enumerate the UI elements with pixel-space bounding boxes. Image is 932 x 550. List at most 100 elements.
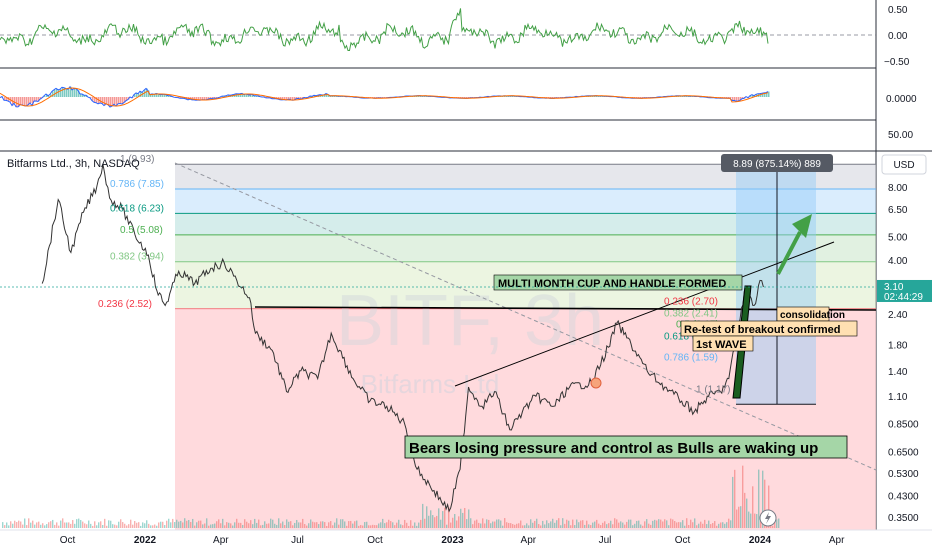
- volume-bar: [706, 524, 708, 528]
- volume-bar: [632, 525, 634, 528]
- histogram-bar: [20, 97, 22, 105]
- volume-bar: [772, 525, 774, 528]
- histogram-bar: [294, 97, 296, 101]
- histogram-bar: [276, 97, 278, 99]
- histogram-bar: [326, 93, 328, 97]
- volume-bar: [48, 522, 50, 528]
- volume-bar: [562, 518, 564, 528]
- volume-bar: [180, 520, 182, 528]
- histogram-bar: [38, 97, 40, 102]
- volume-bar: [728, 518, 730, 528]
- volume-bar: [654, 519, 656, 528]
- volume-bar: [80, 520, 82, 528]
- volume-bar: [392, 522, 394, 528]
- volume-bar: [204, 523, 206, 528]
- price-tick: 6.50: [888, 205, 908, 216]
- volume-bar: [172, 518, 174, 528]
- volume-bar: [272, 519, 274, 528]
- histogram-bar: [138, 93, 140, 97]
- histogram-bar: [148, 90, 150, 97]
- histogram-bar: [742, 97, 744, 99]
- histogram-bar: [48, 95, 50, 97]
- time-tick: Jul: [291, 535, 304, 546]
- histogram-bar: [106, 97, 108, 104]
- volume-bar: [476, 519, 478, 528]
- volume-bar: [92, 525, 94, 528]
- volume-bar: [596, 519, 598, 528]
- volume-bar: [78, 518, 80, 528]
- currency-box[interactable]: [881, 154, 927, 175]
- histogram-bar: [292, 97, 294, 101]
- histogram-bar: [202, 97, 204, 100]
- volume-bar: [144, 523, 146, 528]
- volume-bar: [524, 525, 526, 528]
- osc3-tick: 50.00: [888, 130, 913, 141]
- volume-bar: [762, 470, 764, 528]
- volume-bar: [36, 522, 38, 528]
- volume-bar: [688, 525, 690, 528]
- histogram-bar: [332, 95, 334, 97]
- volume-bar: [110, 520, 112, 528]
- fib-zone: [175, 234, 876, 262]
- volume-bar: [316, 522, 318, 528]
- fib-zones: [175, 163, 876, 530]
- histogram-bar: [68, 89, 70, 97]
- volume-bar: [258, 519, 260, 528]
- time-tick: Oct: [60, 535, 76, 546]
- volume-bar: [132, 524, 134, 528]
- histogram-bar: [116, 97, 118, 106]
- annotation-cup-handle: MULTI MONTH CUP AND HANDLE FORMED: [498, 278, 726, 290]
- volume-bar: [320, 521, 322, 528]
- histogram-bar: [466, 97, 468, 99]
- volume-bar: [142, 522, 144, 528]
- volume-bar: [358, 525, 360, 528]
- volume-bar: [124, 523, 126, 528]
- volume-bar: [300, 522, 302, 528]
- volume-bar: [500, 520, 502, 528]
- volume-bar: [516, 523, 518, 528]
- volume-bar: [640, 524, 642, 528]
- volume-bar: [236, 518, 238, 528]
- volume-bar: [678, 522, 680, 528]
- volume-bar: [662, 521, 664, 528]
- price-tick: 2.40: [888, 310, 908, 321]
- volume-bar: [26, 525, 28, 528]
- volume-bar: [282, 521, 284, 528]
- volume-bar: [184, 518, 186, 528]
- volume-bar: [402, 525, 404, 528]
- measure-label: 8.89 (875.14%) 889: [733, 159, 821, 170]
- volume-bar: [568, 520, 570, 528]
- volume-bar: [194, 525, 196, 528]
- volume-bar: [382, 518, 384, 528]
- histogram-bar: [282, 97, 284, 100]
- volume-bar: [6, 522, 8, 528]
- volume-bar: [436, 515, 438, 528]
- histogram-bar: [66, 88, 68, 97]
- volume-bar: [492, 521, 494, 528]
- histogram-bar: [22, 97, 24, 105]
- volume-bar: [176, 519, 178, 528]
- histogram-bar: [314, 95, 316, 97]
- histogram-bar: [248, 94, 250, 97]
- volume-bar: [754, 513, 756, 528]
- volume-bar: [288, 521, 290, 528]
- histogram-bar: [224, 96, 226, 97]
- volume-bar: [576, 519, 578, 528]
- volume-bar: [450, 522, 452, 528]
- histogram-bar: [298, 97, 300, 99]
- volume-bar: [584, 524, 586, 528]
- histogram-bar: [324, 94, 326, 97]
- lightning-glyph: [765, 512, 771, 524]
- annotation-first-wave: 1st WAVE: [696, 339, 747, 351]
- volume-bar: [426, 506, 428, 528]
- volume-bar: [56, 522, 58, 528]
- volume-bar: [196, 522, 198, 528]
- time-tick: Oct: [675, 535, 691, 546]
- volume-bar: [440, 519, 442, 528]
- volume-bar: [262, 524, 264, 528]
- volume-bar: [456, 520, 458, 528]
- bar-countdown: 02:44:29: [884, 292, 923, 303]
- histogram-bar: [192, 97, 194, 100]
- volume-bar: [74, 523, 76, 528]
